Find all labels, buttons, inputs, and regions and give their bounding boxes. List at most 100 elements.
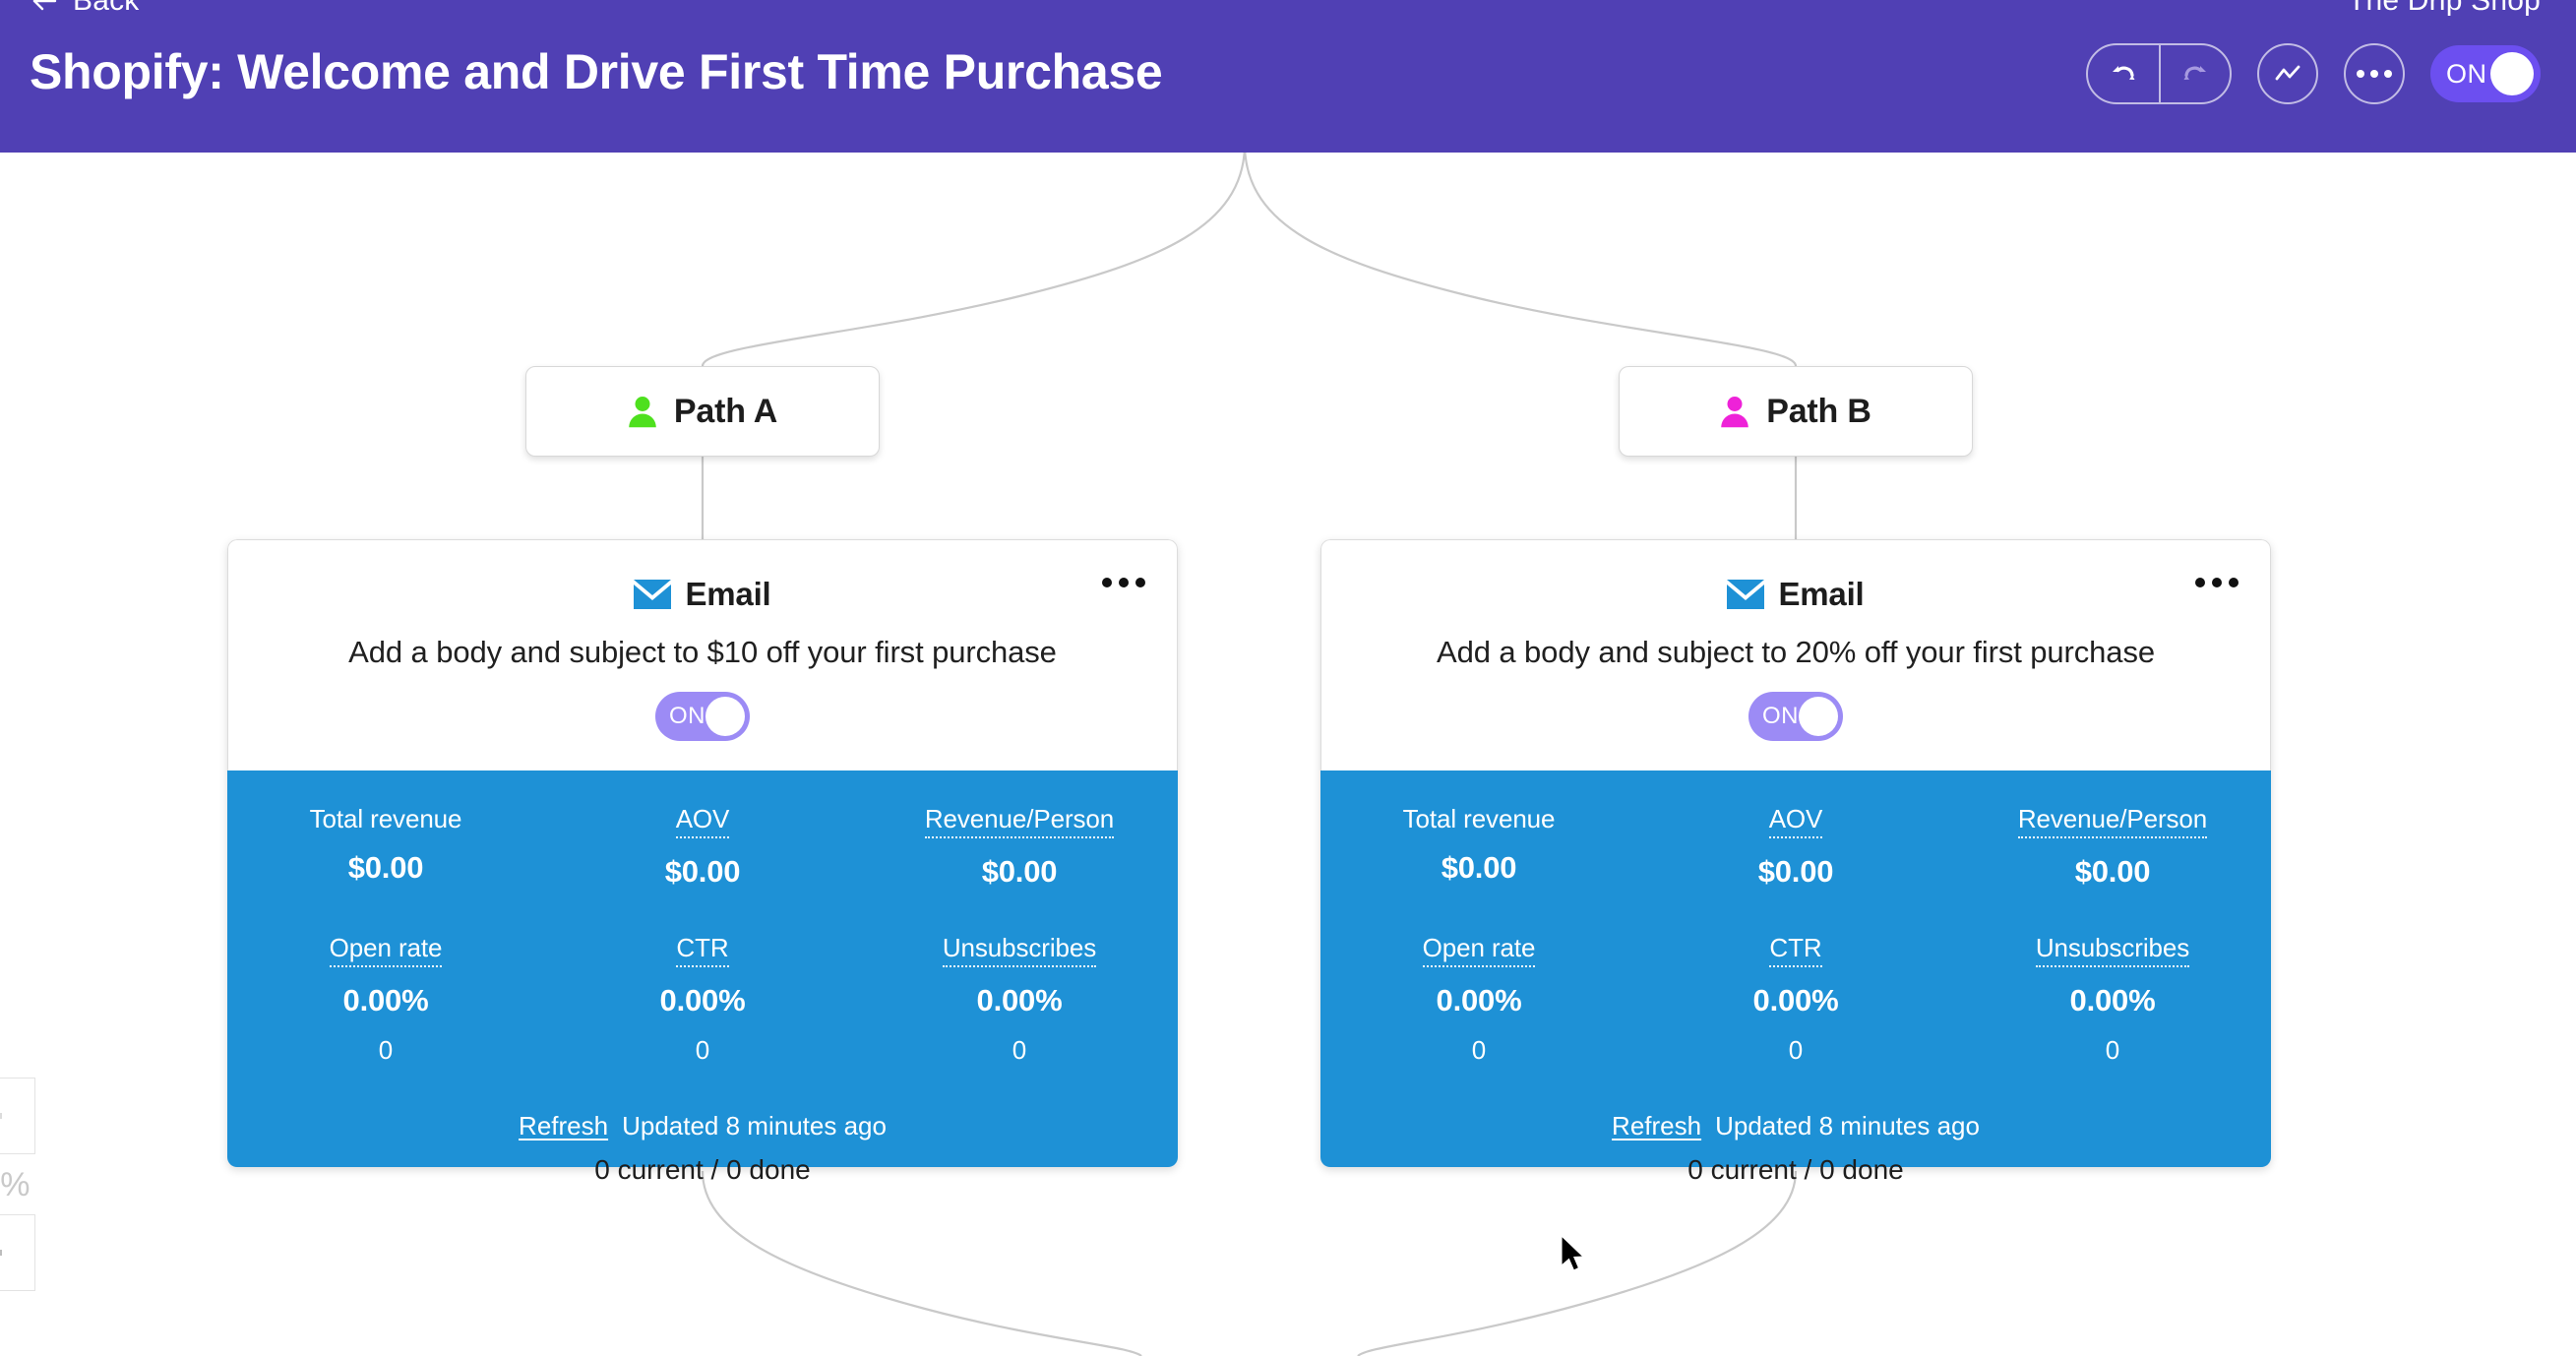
plus-icon [0,1113,2,1119]
app-header: Back The Drip Shop Shopify: Welcome and … [0,0,2576,153]
person-icon [629,397,656,428]
path-node-b[interactable]: Path B [1619,366,1973,457]
stat-value: 0.00% [976,983,1063,1017]
stat-sub: 0 [2105,1035,2120,1065]
email-card-a-refresh-row: Refresh Updated 8 minutes ago [227,1111,1178,1141]
email-card-a-title: Email [685,576,771,612]
zoom-out-button[interactable] [0,1214,35,1291]
stat-value: 0.00% [1752,983,1839,1017]
header-controls: ON [2086,43,2541,104]
stat-revenue-per-person: Revenue/Person $0.00 [1954,804,2271,890]
stat-sub: 0 [1012,1035,1027,1065]
email-card-b-count: 0 current / 0 done [1687,1154,1904,1185]
analytics-button[interactable] [2257,43,2318,104]
stat-label[interactable]: CTR [676,933,729,967]
toggle-knob [1799,697,1838,736]
stat-sub: 0 [1471,1035,1487,1065]
stat-total-revenue: Total revenue $0.00 [1320,804,1637,890]
stat-open-rate: Open rate 0.00% 0 [227,933,544,1066]
email-card-a-toggle[interactable]: ON [655,692,750,741]
stat-unsubscribes: Unsubscribes 0.00% 0 [1954,933,2271,1066]
stat-value: 0.00% [2069,983,2156,1017]
stat-label[interactable]: Open rate [329,933,442,967]
arrow-left-icon [32,0,57,11]
stat-ctr: CTR 0.00% 0 [544,933,861,1066]
email-card-b-titlerow: Email [1321,576,2270,613]
email-card-b-toggle-wrap: ON [1321,692,2270,741]
refresh-link[interactable]: Refresh [1612,1111,1702,1140]
stats-row-engagement: Open rate 0.00% 0 CTR 0.00% 0 Unsubscrib… [1320,933,2271,1066]
stat-label: Total revenue [309,804,462,833]
email-card-a[interactable]: Email Add a body and subject to $10 off … [227,539,1178,1167]
zoom-level-label: 100% [0,1166,31,1203]
stat-aov: AOV $0.00 [1637,804,1954,890]
stat-value: 0.00% [1436,983,1522,1017]
stats-row-revenue: Total revenue $0.00 AOV $0.00 Revenue/Pe… [227,804,1178,890]
stat-value: 0.00% [659,983,746,1017]
envelope-icon [1727,580,1765,609]
updated-text: Updated 8 minutes ago [1715,1111,1980,1140]
ellipsis-icon [2357,70,2392,78]
stats-row-engagement: Open rate 0.00% 0 CTR 0.00% 0 Unsubscrib… [227,933,1178,1066]
stat-value: $0.00 [2074,854,2151,889]
stat-value: $0.00 [1757,854,1834,889]
stat-total-revenue: Total revenue $0.00 [227,804,544,890]
toggle-knob [705,697,745,736]
account-name[interactable]: The Drip Shop [2347,0,2541,17]
redo-button[interactable] [2159,45,2230,102]
back-button[interactable]: Back [30,0,140,18]
undo-icon [2113,66,2135,80]
stat-label[interactable]: Revenue/Person [924,804,1114,838]
stat-value: $0.00 [981,854,1058,889]
stat-label[interactable]: AOV [1768,804,1822,838]
path-node-b-label: Path B [1766,392,1871,430]
stat-aov: AOV $0.00 [544,804,861,890]
email-card-a-toggle-label: ON [669,703,705,729]
email-card-a-subject: Add a body and subject to $10 off your f… [348,635,1057,669]
email-card-b-toggle-label: ON [1762,703,1799,729]
zoom-in-button[interactable] [0,1078,35,1154]
stats-row-revenue: Total revenue $0.00 AOV $0.00 Revenue/Pe… [1320,804,2271,890]
undo-redo-group [2086,43,2232,104]
stat-value: $0.00 [1441,850,1517,885]
stat-label[interactable]: Open rate [1422,933,1535,967]
stat-value: $0.00 [664,854,741,889]
refresh-link[interactable]: Refresh [519,1111,609,1140]
stat-label[interactable]: Unsubscribes [942,933,1096,967]
undo-button[interactable] [2088,45,2159,102]
email-card-b-subject: Add a body and subject to 20% off your f… [1437,635,2155,669]
email-card-b[interactable]: Email Add a body and subject to 20% off … [1320,539,2271,1167]
path-node-a-label: Path A [673,392,778,430]
more-options-button[interactable] [2344,43,2405,104]
email-card-a-titlerow: Email [228,576,1177,613]
email-card-a-more-button[interactable] [1098,570,1149,595]
email-card-b-stats: Total revenue $0.00 AOV $0.00 Revenue/Pe… [1320,770,2271,1167]
workflow-status-label: ON [2446,58,2487,89]
stat-label[interactable]: Unsubscribes [2035,933,2189,967]
stat-unsubscribes: Unsubscribes 0.00% 0 [861,933,1178,1066]
email-card-a-header: Email Add a body and subject to $10 off … [227,539,1178,770]
stat-value: 0.00% [342,983,429,1017]
envelope-icon [634,580,672,609]
email-card-b-refresh-row: Refresh Updated 8 minutes ago [1320,1111,2271,1141]
redo-icon [2183,66,2206,80]
stat-label[interactable]: AOV [675,804,729,838]
path-node-a[interactable]: Path A [525,366,880,457]
zoom-controls: 100% [0,1078,35,1291]
workflow-status-toggle[interactable]: ON [2430,45,2541,102]
line-chart-icon [2275,65,2300,81]
stat-label[interactable]: Revenue/Person [2017,804,2207,838]
back-label: Back [73,0,140,17]
email-card-b-more-button[interactable] [2191,570,2242,595]
updated-text: Updated 8 minutes ago [622,1111,887,1140]
stat-sub: 0 [1788,1035,1804,1065]
stat-sub: 0 [378,1035,394,1065]
email-card-b-toggle[interactable]: ON [1748,692,1843,741]
stat-sub: 0 [695,1035,710,1065]
stat-open-rate: Open rate 0.00% 0 [1320,933,1637,1066]
stat-revenue-per-person: Revenue/Person $0.00 [861,804,1178,890]
minus-icon [0,1250,2,1256]
stat-label[interactable]: CTR [1769,933,1822,967]
